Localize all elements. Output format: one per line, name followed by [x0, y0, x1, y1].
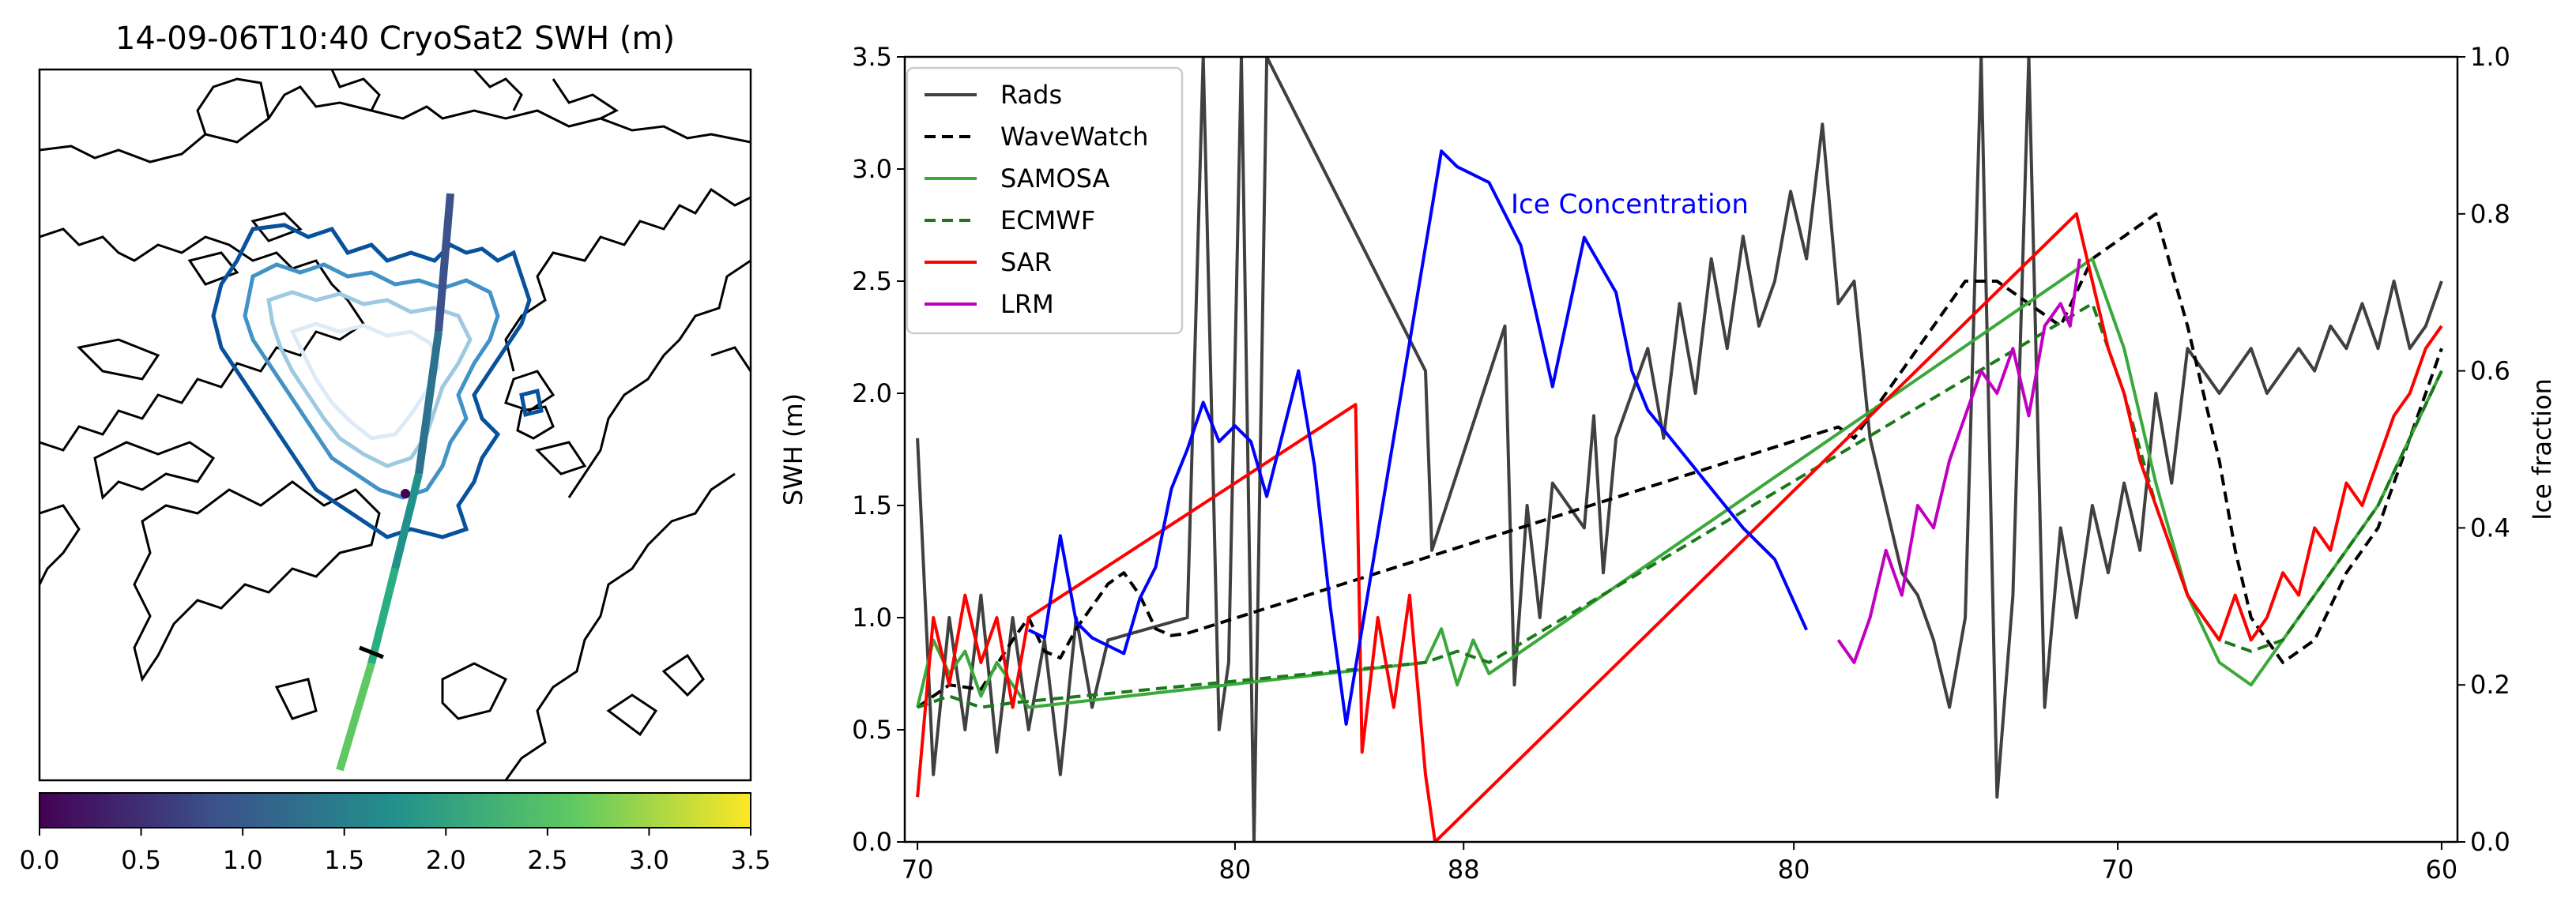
y-tick-label: 3.5: [852, 42, 892, 72]
legend-label: ECMWF: [1000, 205, 1095, 235]
colorbar-tick-label: 3.0: [629, 845, 669, 875]
legend: Rads WaveWatch SAMOSA ECMWF SAR LRM: [906, 66, 1184, 335]
ice-edge-contours: [211, 223, 544, 539]
y-axis-label: SWH (m): [778, 393, 808, 505]
colorbar-tick-label: 3.5: [731, 845, 771, 875]
colorbar-tick-label: 0.5: [121, 845, 161, 875]
series-layer: [916, 57, 2443, 842]
y2-tick-label: 0.4: [2470, 513, 2510, 543]
x-tick-label: 80: [1219, 855, 1252, 885]
coastlines: [40, 70, 751, 780]
y2-tick-label: 0.2: [2470, 670, 2510, 700]
pole-marker: [401, 489, 410, 498]
colorbar-ticks: 0.0 0.5 1.0 1.5 2.0 2.5 3.0 3.5: [20, 828, 771, 875]
x-tick-label: 88: [1448, 855, 1480, 885]
map-panel: 14-09-06T10:40 CryoSat2 SWH (m): [20, 21, 771, 875]
y-tick-label: 2.0: [852, 378, 892, 408]
track-marker: [359, 645, 384, 659]
x-tick-label: 60: [2426, 855, 2458, 885]
legend-label: SAR: [1000, 247, 1052, 277]
colorbar-tick-label: 2.0: [426, 845, 466, 875]
legend-box: [906, 66, 1184, 335]
y2-tick-label: 0.0: [2470, 827, 2510, 857]
map-area: [40, 70, 751, 780]
y-tick-label: 0.5: [852, 715, 892, 745]
y2-tick-label: 1.0: [2470, 42, 2510, 72]
series-rads-line: [916, 57, 2443, 842]
ice-concentration-annotation: Ice Concentration: [1511, 189, 1749, 220]
y-tick-label: 1.5: [852, 490, 892, 520]
series-samosa-line: [916, 257, 2443, 709]
legend-items: Rads WaveWatch SAMOSA ECMWF SAR LRM: [925, 80, 1148, 319]
legend-label: Rads: [1000, 80, 1062, 110]
y-tick-label: 0.0: [852, 827, 892, 857]
y-tick-label: 2.5: [852, 266, 892, 296]
y2-tick-label: 0.6: [2470, 356, 2510, 386]
colorbar-gradient: [39, 792, 751, 828]
x-tick-label: 80: [1778, 855, 1810, 885]
plot-frame: [903, 55, 2459, 843]
colorbar-tick-label: 0.0: [20, 845, 60, 875]
y2-axis-label: Ice fraction: [2527, 378, 2557, 520]
series-ice-fraction-line: [1027, 149, 1809, 726]
satellite-track: [336, 193, 454, 772]
series-lrm-line: [1836, 258, 2081, 664]
colorbar-tick-label: 1.5: [324, 845, 364, 875]
y2-tick-label: 0.8: [2470, 199, 2510, 229]
y-tick-label: 3.0: [852, 154, 892, 184]
series-sar-line: [916, 212, 2443, 842]
colorbar-tick-label: 1.0: [223, 845, 263, 875]
x-tick-label: 70: [902, 855, 934, 885]
axis-layer: 0.0 0.5 1.0 1.5 2.0 2.5 3.0 3.5 0.0 0.2 0.4 0.6 0.8 1…: [852, 42, 2510, 885]
map-frame: [38, 68, 752, 782]
x-tick-label: 70: [2102, 855, 2134, 885]
chart-panel: 0.0 0.5 1.0 1.5 2.0 2.5 3.0 3.5 0.0 0.2 0.4 0.6 0.8 1…: [778, 42, 2557, 885]
legend-label: LRM: [1000, 289, 1054, 319]
map-title: 14-09-06T10:40 CryoSat2 SWH (m): [115, 21, 675, 57]
series-wavewatch-line: [916, 212, 2443, 709]
legend-label: SAMOSA: [1000, 163, 1110, 193]
colorbar: 0.0 0.5 1.0 1.5 2.0 2.5 3.0 3.5: [20, 792, 771, 875]
y-tick-label: 1.0: [852, 603, 892, 633]
colorbar-tick-label: 2.5: [527, 845, 567, 875]
legend-label: WaveWatch: [1000, 122, 1148, 152]
